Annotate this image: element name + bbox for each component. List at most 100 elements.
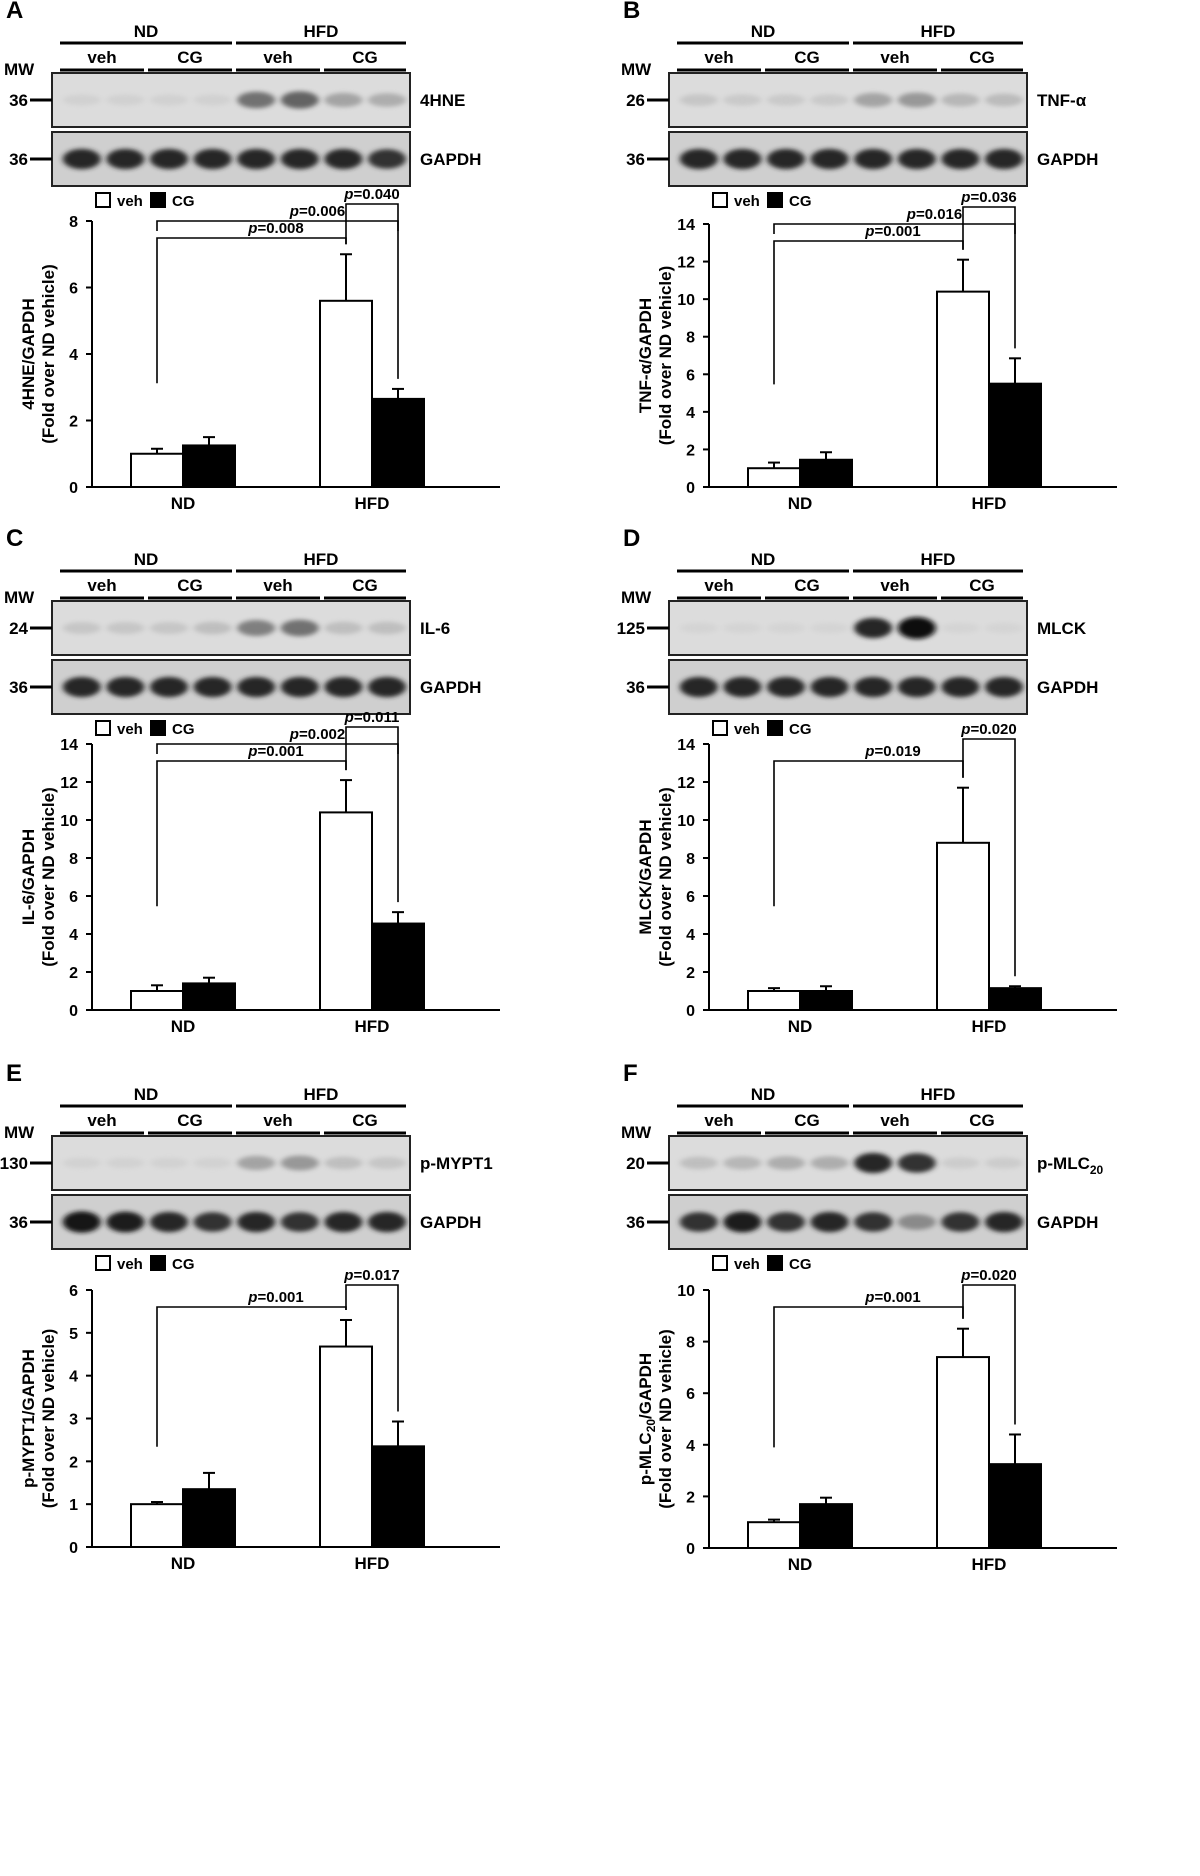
significance-bracket (345, 1284, 399, 1412)
p-value-label: p=0.001 (247, 743, 303, 760)
subgroup-label: veh (87, 576, 116, 595)
band (368, 1157, 406, 1169)
p-symbol: p (247, 220, 257, 237)
y-tick-label: 3 (69, 1412, 78, 1429)
y-tick-label: 2 (686, 965, 695, 982)
band (280, 676, 319, 698)
y-tick-label: 14 (60, 737, 78, 754)
p-value: =0.001 (257, 1289, 303, 1306)
y-axis-label-line2: (Fold over ND vehicle) (39, 787, 58, 966)
band (767, 1156, 805, 1170)
p-value: =0.001 (874, 1289, 920, 1306)
bar-hfd-cg (988, 987, 1042, 1011)
legend: veh CG (95, 720, 195, 738)
group-label: HFD (304, 550, 339, 569)
bar-hfd-veh (319, 811, 373, 1011)
blot-0: 26 TNF-α (626, 72, 1087, 128)
band (237, 91, 276, 109)
group-label: ND (751, 1085, 776, 1104)
band (324, 92, 363, 108)
bar-hfd-veh (936, 1356, 990, 1549)
panel-a: A ND HFD veh CG veh CG MW 36 4HNE 36 GAPDH veh CG 0 2 4 6… (4, 0, 500, 513)
band (723, 1211, 762, 1233)
p-value: =0.020 (970, 1267, 1016, 1284)
bar-hfd-cg (988, 382, 1042, 488)
band (106, 676, 145, 698)
subgroup-label: veh (704, 576, 733, 595)
band (324, 1156, 363, 1170)
mw-value: 125 (617, 619, 645, 638)
p-value: =0.002 (299, 726, 345, 743)
subgroup-label: CG (177, 1111, 203, 1130)
subgroup-label: CG (794, 576, 820, 595)
legend-swatch-cg (150, 720, 166, 736)
y-tick-label: 2 (69, 965, 78, 982)
protein-label: MLCK (1037, 619, 1087, 638)
y-tick-label: 0 (69, 1540, 78, 1557)
y-tick-label: 4 (686, 927, 695, 944)
mw-value: 36 (626, 678, 645, 697)
band (193, 621, 232, 635)
y-axis-label-line2: (Fold over ND vehicle) (656, 266, 675, 445)
band (106, 1157, 145, 1169)
y-tick-label: 8 (686, 851, 695, 868)
mw-title: MW (4, 588, 35, 607)
y-axis-label: MLCK/GAPDH (636, 819, 655, 934)
band (62, 622, 101, 634)
bar-nd-cg (182, 982, 236, 1011)
y-axis-label-line1: MLCK/GAPDH (636, 819, 655, 934)
x-tick-label: ND (788, 494, 813, 513)
legend-label-cg: CG (172, 1256, 195, 1273)
bar-nd-cg (799, 1503, 853, 1550)
y-tick-label: 6 (69, 1283, 78, 1300)
p-value: =0.001 (257, 743, 303, 760)
significance-bracket (773, 240, 964, 385)
legend-swatch-cg (767, 192, 783, 208)
protein-label: GAPDH (1037, 150, 1098, 169)
bar-hfd-veh (319, 1345, 373, 1549)
mw-title: MW (621, 1123, 652, 1142)
y-tick-label: 6 (686, 367, 695, 384)
band (193, 1157, 232, 1169)
band (941, 622, 980, 634)
band (723, 676, 762, 698)
subgroup-label: veh (263, 48, 292, 67)
subgroup-label: CG (352, 576, 378, 595)
band (368, 621, 406, 635)
bar-nd-cg (182, 1488, 236, 1548)
band (280, 148, 319, 170)
y-axis-label-line2: (Fold over ND vehicle) (656, 787, 675, 966)
band (723, 622, 762, 634)
x-tick-label: ND (171, 1017, 196, 1036)
subgroup-label: veh (263, 576, 292, 595)
bar-nd-veh (130, 990, 184, 1011)
subgroup-label: veh (87, 1111, 116, 1130)
y-tick-label: 14 (677, 217, 695, 234)
panel-letter: C (6, 525, 23, 552)
group-label: HFD (304, 1085, 339, 1104)
blot-1: 36 GAPDH (9, 659, 481, 715)
bar-hfd-cg (371, 1445, 425, 1549)
legend-swatch-cg (767, 1255, 783, 1271)
legend: veh CG (95, 1255, 195, 1273)
band (324, 676, 363, 698)
y-tick-label: 4 (686, 405, 695, 422)
y-tick-label: 8 (69, 214, 78, 231)
group-label: HFD (921, 1085, 956, 1104)
band (150, 676, 188, 698)
y-tick-label: 10 (677, 292, 695, 309)
blot-1: 36 GAPDH (626, 659, 1098, 715)
y-axis-label-line1: p-MLC (636, 1432, 655, 1485)
y-tick-label: 8 (686, 330, 695, 347)
band (897, 1153, 936, 1173)
p-symbol: p (343, 186, 353, 203)
band (723, 94, 762, 106)
y-axis-label-line1: 4HNE/GAPDH (19, 298, 38, 409)
blot-1: 36 GAPDH (626, 131, 1098, 187)
p-value-label: p=0.008 (247, 220, 303, 237)
legend-label-cg: CG (172, 193, 195, 210)
blot-0: 130 p-MYPT1 (0, 1135, 493, 1191)
group-label: HFD (304, 22, 339, 41)
